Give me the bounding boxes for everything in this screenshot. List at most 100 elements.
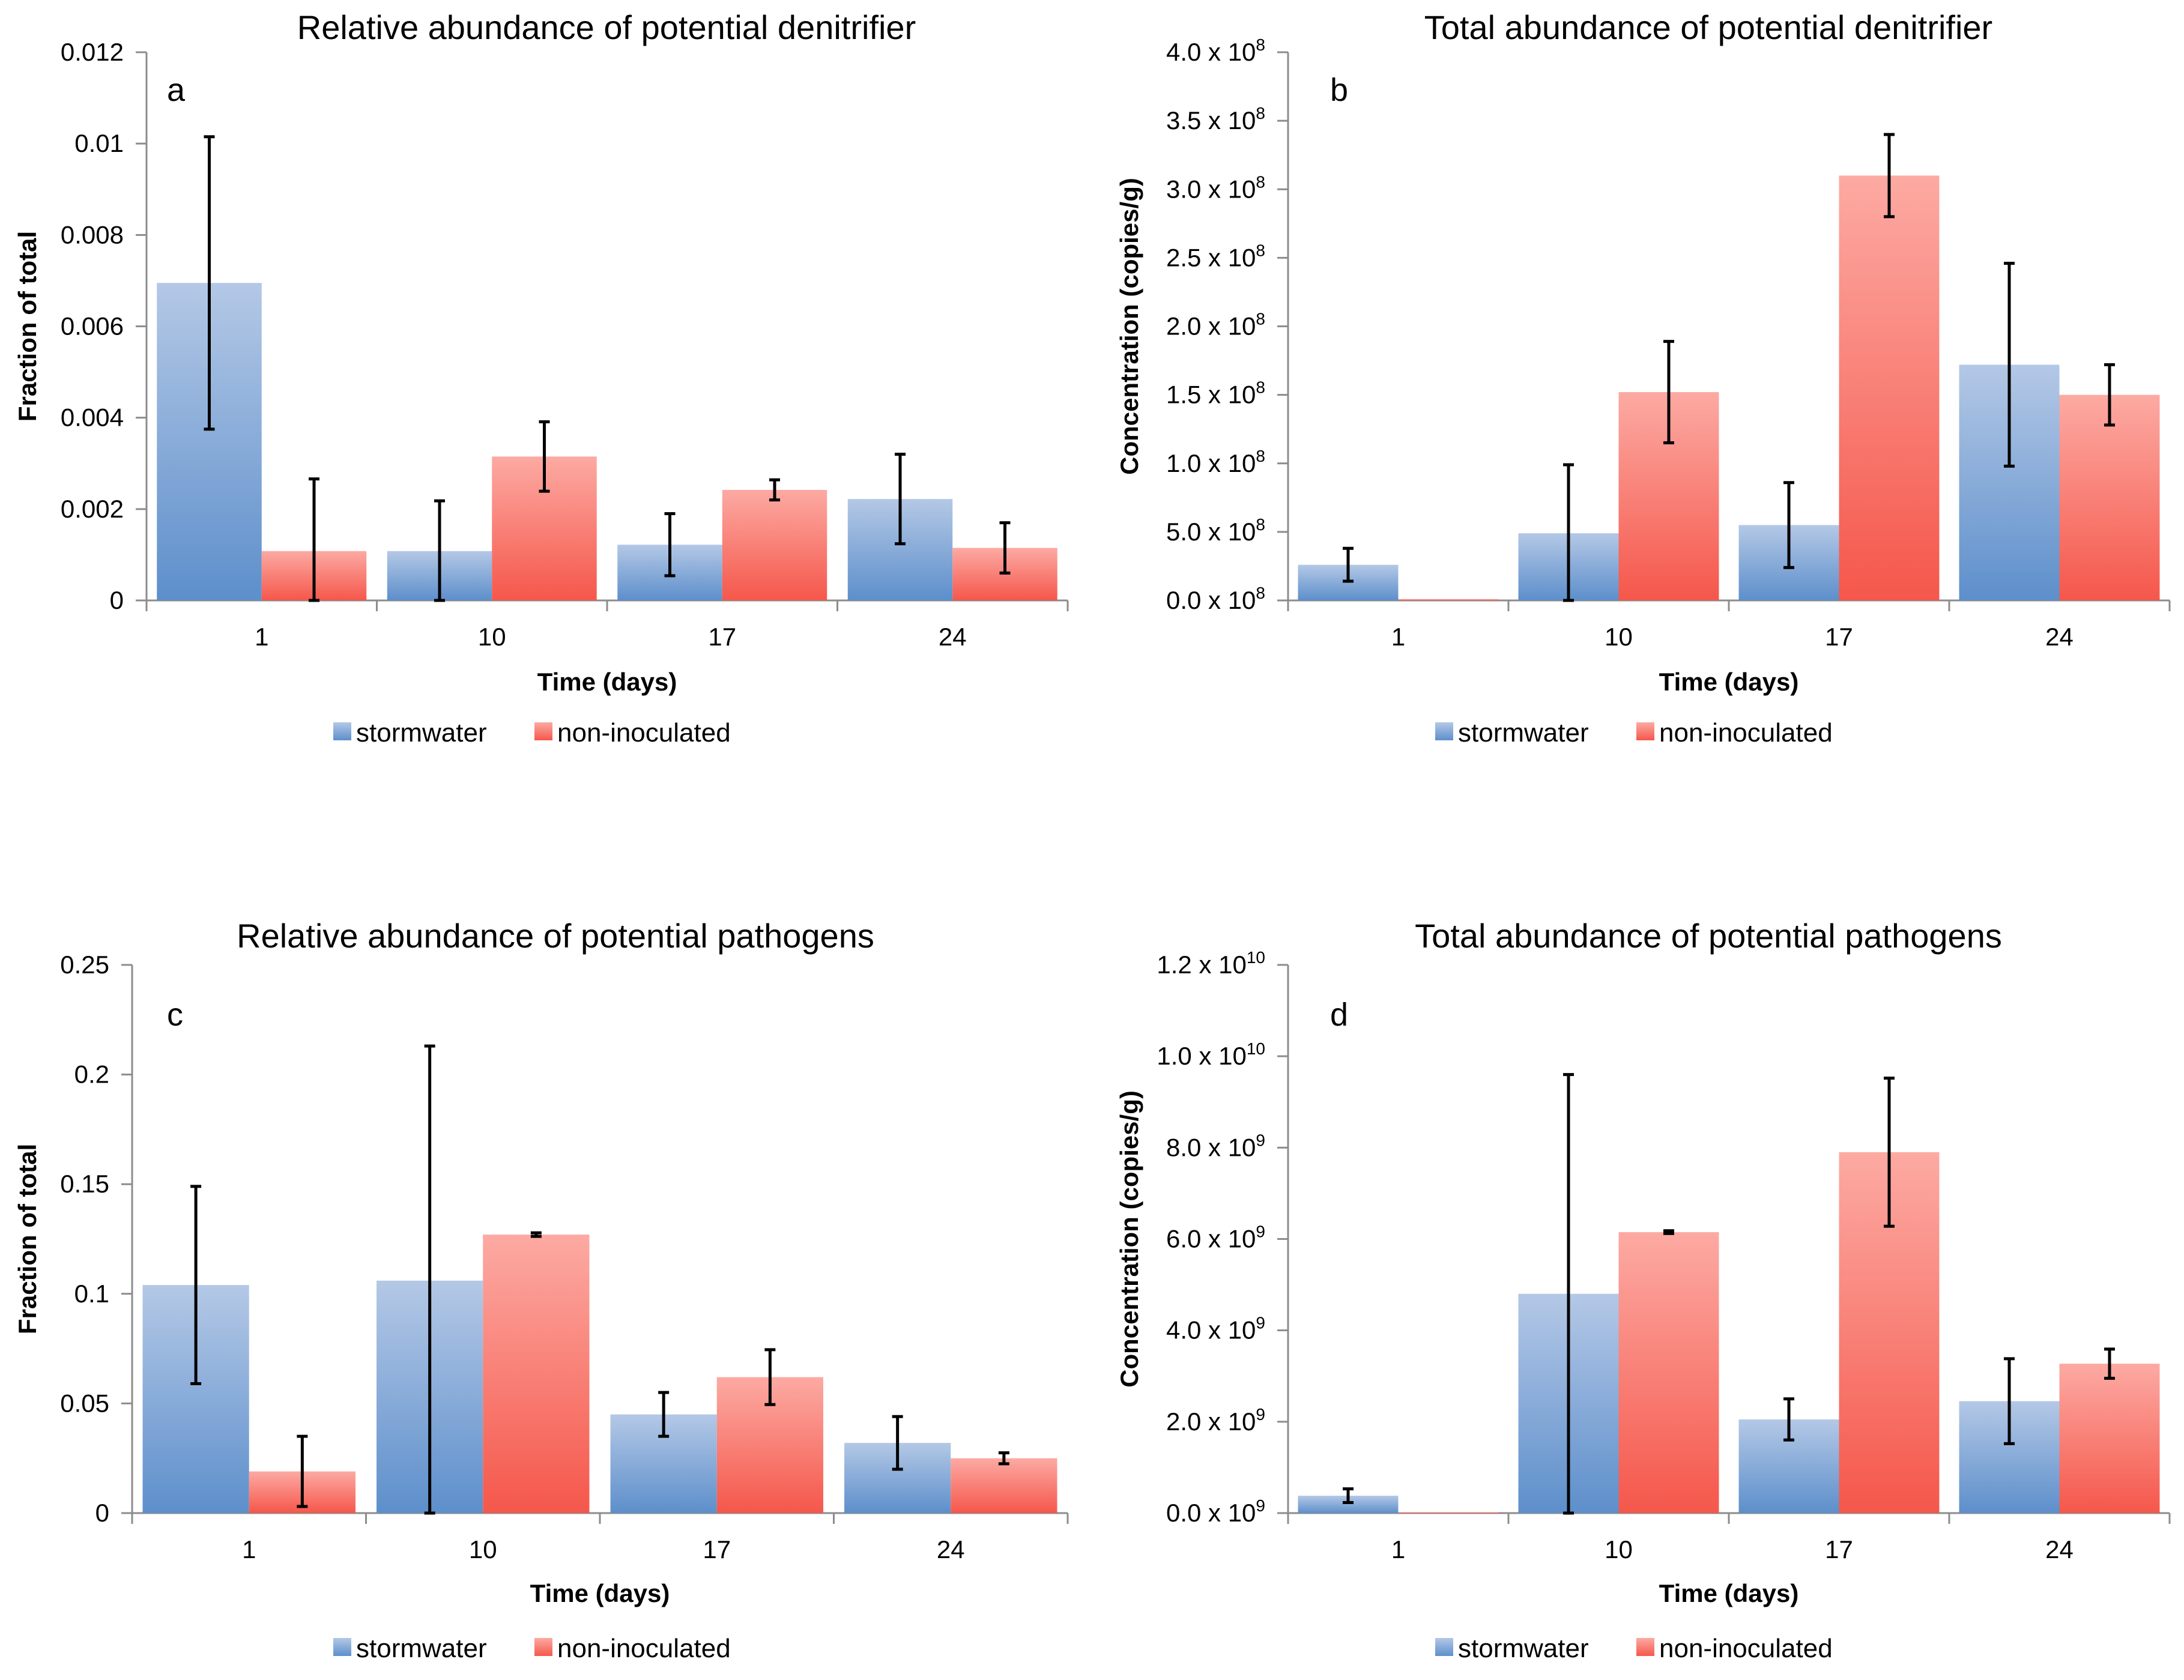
y-tick-label: 0.2: [74, 1060, 109, 1089]
y-tick-label: 0.0 x 109: [1166, 1496, 1265, 1527]
y-tick-mantissa: 1.0 x 10: [1166, 449, 1256, 477]
error-bar-stormwater-day-1: [1343, 546, 1354, 583]
error-bar-stormwater-day-17: [1783, 1397, 1795, 1442]
y-tick-label: 0.1: [74, 1280, 109, 1308]
error-bar-non-inoculated-day-17: [1883, 133, 1895, 219]
legend-swatch-non-inoculated: [534, 722, 552, 740]
error-bar-non-inoculated-day-10: [1663, 1229, 1674, 1235]
y-tick-label: 0: [110, 586, 124, 614]
x-tick-label: 17: [708, 623, 736, 651]
y-tick-label: 3.5 x 108: [1166, 104, 1265, 134]
error-bar-stormwater-day-24: [2004, 262, 2015, 468]
y-tick-label: 1.0 x 1010: [1157, 1039, 1265, 1070]
y-tick-label: 3.0 x 108: [1166, 172, 1265, 203]
y-tick-exponent: 8: [1256, 378, 1265, 397]
legend-swatch-stormwater: [333, 1638, 351, 1656]
y-tick-label: 4.0 x 109: [1166, 1314, 1265, 1344]
y-tick-exponent: 10: [1247, 1039, 1265, 1058]
y-axis-label: Fraction of total: [13, 231, 41, 422]
x-tick-label: 10: [1605, 1535, 1633, 1564]
legend-swatch-stormwater: [1435, 1638, 1453, 1656]
legend-swatch-stormwater: [1435, 722, 1453, 740]
error-bar-stormwater-day-17: [658, 1391, 670, 1438]
y-tick-exponent: 8: [1256, 104, 1265, 122]
x-tick-label: 1: [1391, 623, 1405, 651]
x-tick-label: 17: [703, 1535, 731, 1564]
y-tick-label: 8.0 x 109: [1166, 1131, 1265, 1161]
y-tick-exponent: 9: [1256, 1405, 1265, 1424]
y-axis-label: Concentration (copies/g): [1115, 178, 1143, 475]
y-tick-label: 0.004: [61, 403, 124, 432]
y-tick-mantissa: 4.0 x 10: [1166, 38, 1256, 66]
chart-panel-d: Total abundance of potential pathogens d C…: [1115, 917, 2171, 1663]
error-bar-non-inoculated-day-1: [297, 1434, 308, 1508]
y-tick-mantissa: 0.0 x 10: [1166, 586, 1256, 614]
bar-non-inoculated-day-10: [483, 1234, 590, 1513]
y-tick-label: 0.008: [61, 220, 124, 249]
x-tick-label: 24: [2045, 1535, 2074, 1564]
y-tick-exponent: 8: [1256, 35, 1265, 54]
legend: stormwater non-inoculated: [1435, 1634, 1833, 1663]
y-tick-mantissa: 0.0 x 10: [1166, 1499, 1256, 1527]
y-tick-mantissa: 1.5 x 10: [1166, 381, 1256, 409]
error-bar-stormwater-day-10: [424, 1044, 435, 1515]
y-tick-mantissa: 2.0 x 10: [1166, 312, 1256, 340]
y-tick-label: 5.0 x 108: [1166, 515, 1265, 546]
y-tick-exponent: 8: [1256, 310, 1265, 328]
bar-non-inoculated-day-17: [1839, 175, 1940, 600]
chart-title: Total abundance of potential denitrifier: [1424, 8, 1992, 46]
error-bar-non-inoculated-day-24: [999, 521, 1011, 575]
y-tick-mantissa: 6.0 x 10: [1166, 1225, 1256, 1253]
y-tick-label: 1.2 x 1010: [1157, 948, 1265, 979]
error-bar-non-inoculated-day-17: [1883, 1077, 1895, 1228]
error-bar-non-inoculated-day-17: [764, 1348, 776, 1406]
y-tick-exponent: 8: [1256, 584, 1265, 602]
y-tick-mantissa: 4.0 x 10: [1166, 1316, 1256, 1344]
error-bar-stormwater-day-1: [190, 1185, 202, 1386]
error-bar-stormwater-day-24: [895, 453, 906, 546]
y-tick-label: 2.0 x 109: [1166, 1405, 1265, 1436]
legend-label-non-inoculated: non-inoculated: [1659, 718, 1833, 748]
error-bar-non-inoculated-day-24: [998, 1451, 1009, 1466]
x-tick-label: 17: [1825, 623, 1853, 651]
legend-label-stormwater: stormwater: [356, 718, 487, 748]
legend-swatch-non-inoculated: [534, 1638, 552, 1656]
legend: stormwater non-inoculated: [333, 718, 731, 748]
chart-title: Relative abundance of potential denitrif…: [297, 8, 916, 46]
y-tick-mantissa: 2.5 x 10: [1166, 243, 1256, 271]
x-tick-label: 24: [939, 623, 967, 651]
legend-swatch-stormwater: [333, 722, 351, 740]
x-tick-label: 17: [1825, 1535, 1853, 1564]
bar-non-inoculated-day-24: [2059, 1364, 2160, 1513]
error-bar-stormwater-day-10: [434, 499, 446, 602]
error-bar-stormwater-day-17: [664, 512, 676, 578]
error-bar-stormwater-day-10: [1563, 463, 1574, 602]
x-axis-label: Time (days): [1659, 668, 1799, 696]
panel-label: c: [167, 997, 183, 1033]
y-tick-label: 2.0 x 108: [1166, 310, 1265, 340]
bar-non-inoculated-day-24: [951, 1458, 1057, 1513]
y-tick-label: 0.01: [74, 129, 124, 157]
legend-label-non-inoculated: non-inoculated: [557, 718, 731, 748]
x-axis-label: Time (days): [530, 1579, 670, 1607]
y-tick-label: 0.006: [61, 312, 124, 340]
y-tick-exponent: 10: [1247, 948, 1265, 967]
y-tick-label: 1.0 x 108: [1166, 447, 1265, 477]
y-tick-mantissa: 3.5 x 10: [1166, 106, 1256, 134]
y-tick-mantissa: 8.0 x 10: [1166, 1133, 1256, 1161]
y-tick-label: 0.012: [61, 38, 124, 66]
legend-swatch-non-inoculated: [1636, 1638, 1654, 1656]
x-axis-label: Time (days): [537, 668, 677, 696]
x-tick-label: 10: [478, 623, 506, 651]
legend-label-non-inoculated: non-inoculated: [557, 1634, 731, 1663]
x-tick-label: 24: [2045, 623, 2074, 651]
error-bar-non-inoculated-day-24: [2104, 363, 2115, 427]
error-bar-stormwater-day-10: [1563, 1073, 1574, 1515]
y-tick-mantissa: 2.0 x 10: [1166, 1407, 1256, 1436]
bar-non-inoculated-day-10: [1618, 1232, 1719, 1513]
y-tick-mantissa: 1.2 x 10: [1157, 950, 1246, 979]
y-tick-label: 1.5 x 108: [1166, 378, 1265, 409]
panel-label: a: [167, 72, 186, 108]
y-tick-label: 0.15: [60, 1170, 109, 1198]
y-tick-label: 0.05: [60, 1389, 109, 1417]
